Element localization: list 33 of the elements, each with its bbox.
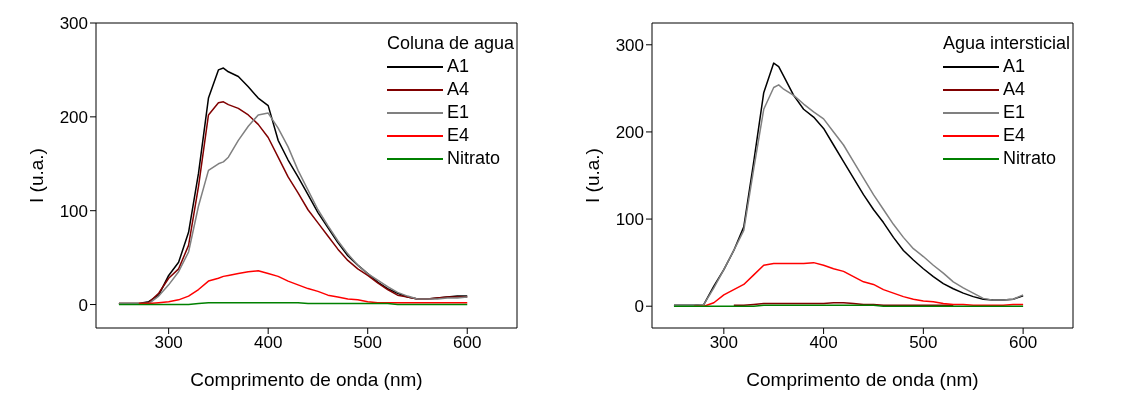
legend-title: Coluna de agua [386, 32, 514, 55]
legend-label: A4 [446, 78, 469, 101]
y-axis-title: I (u.a.) [581, 148, 603, 203]
x-tick-label: 600 [453, 333, 482, 353]
legend-label: A1 [1002, 55, 1025, 78]
legend-label: A4 [1002, 78, 1025, 101]
y-tick-label: 200 [59, 107, 88, 127]
x-tick-label: 500 [909, 333, 938, 353]
y-axis-title: I (u.a.) [25, 148, 47, 203]
y-tick-label: 300 [59, 14, 88, 34]
x-tick-label: 600 [1008, 333, 1038, 353]
x-tick-label: 500 [353, 333, 382, 353]
x-tick-label: 300 [709, 333, 739, 353]
y-tick-label: 0 [634, 297, 644, 317]
x-axis-title: Comprimento de onda (nm) [190, 369, 423, 390]
x-tick-label: 300 [154, 333, 183, 353]
y-tick-label: 100 [59, 201, 88, 221]
legend-label: E1 [1002, 101, 1025, 124]
legend-label: E4 [446, 124, 469, 147]
y-tick-label: 100 [615, 210, 644, 230]
legend-label: E4 [1002, 124, 1025, 147]
x-axis-title: Comprimento de onda (nm) [746, 369, 979, 390]
legend-label: Nitrato [446, 147, 500, 170]
legend-label: E1 [446, 101, 469, 124]
x-tick-label: 400 [253, 333, 283, 353]
legend-label: A1 [446, 55, 469, 78]
y-tick-label: 0 [78, 295, 88, 315]
line-series [138, 270, 468, 305]
y-tick-label: 200 [615, 122, 644, 142]
legend-label: Nitrato [1002, 147, 1056, 170]
y-tick-label: 300 [615, 35, 644, 55]
legend-title: Agua intersticial [942, 32, 1070, 55]
x-tick-label: 400 [809, 333, 838, 353]
